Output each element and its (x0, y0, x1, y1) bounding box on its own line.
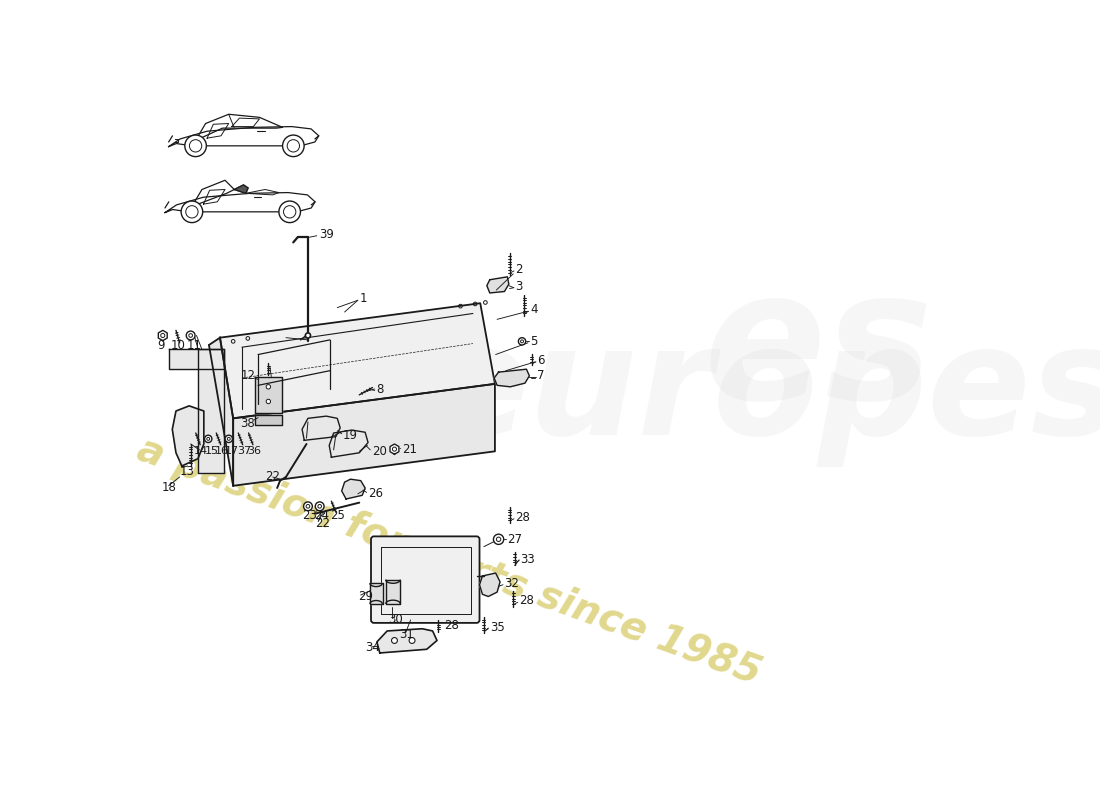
Circle shape (304, 502, 312, 510)
Text: 36: 36 (248, 446, 261, 455)
Text: 1: 1 (360, 292, 366, 306)
Circle shape (185, 135, 207, 157)
Text: 33: 33 (520, 553, 536, 566)
Polygon shape (168, 126, 319, 146)
Polygon shape (386, 580, 400, 604)
Circle shape (306, 333, 310, 338)
Polygon shape (302, 416, 340, 440)
Text: 3: 3 (516, 280, 522, 293)
Polygon shape (165, 193, 315, 213)
Text: a passion for parts since 1985: a passion for parts since 1985 (132, 430, 767, 692)
Polygon shape (494, 370, 529, 387)
Text: 6: 6 (538, 354, 544, 367)
Polygon shape (371, 583, 383, 604)
Text: 35: 35 (490, 621, 505, 634)
Polygon shape (198, 349, 223, 474)
Text: 14: 14 (195, 446, 208, 455)
Polygon shape (191, 180, 234, 206)
Text: 27: 27 (507, 533, 522, 546)
Text: 22: 22 (316, 517, 330, 530)
Polygon shape (233, 384, 495, 486)
Text: 37: 37 (236, 446, 251, 455)
Circle shape (266, 385, 271, 389)
Text: 22: 22 (265, 470, 280, 482)
Text: 25: 25 (330, 510, 344, 522)
Polygon shape (168, 349, 223, 370)
Text: 5: 5 (530, 335, 538, 348)
Polygon shape (255, 377, 283, 413)
Text: 28: 28 (444, 619, 459, 632)
Text: 13: 13 (179, 465, 195, 478)
Circle shape (186, 331, 195, 340)
Text: 29: 29 (358, 590, 373, 603)
Circle shape (266, 399, 271, 404)
Polygon shape (342, 479, 365, 499)
Circle shape (316, 502, 324, 510)
Text: 20: 20 (373, 445, 387, 458)
Text: 9: 9 (157, 339, 165, 352)
Polygon shape (480, 573, 501, 597)
Polygon shape (255, 414, 283, 425)
Text: 16: 16 (214, 446, 229, 455)
Text: 8: 8 (376, 383, 384, 396)
Text: 21: 21 (402, 442, 417, 456)
Text: 24: 24 (314, 510, 329, 522)
Text: 17: 17 (226, 446, 239, 455)
Text: 31: 31 (399, 628, 415, 641)
Text: 38: 38 (241, 417, 255, 430)
Text: europes: europes (426, 318, 1100, 467)
Text: 26: 26 (368, 487, 383, 500)
Circle shape (392, 638, 397, 643)
Text: 12: 12 (241, 370, 255, 382)
Text: 23: 23 (302, 510, 317, 522)
Polygon shape (158, 330, 167, 341)
FancyBboxPatch shape (371, 536, 480, 623)
Circle shape (226, 435, 232, 442)
Circle shape (409, 638, 415, 643)
Text: 15: 15 (205, 446, 219, 455)
Circle shape (205, 435, 212, 442)
Polygon shape (196, 114, 283, 141)
Text: 7: 7 (538, 369, 544, 382)
Circle shape (182, 201, 202, 222)
Polygon shape (209, 338, 233, 486)
Circle shape (494, 534, 504, 545)
Polygon shape (173, 406, 204, 466)
Text: 39: 39 (319, 228, 333, 241)
Text: 10: 10 (170, 339, 186, 352)
Text: 19: 19 (343, 429, 359, 442)
Circle shape (518, 338, 526, 345)
Text: es: es (704, 261, 934, 437)
Polygon shape (377, 629, 437, 653)
Polygon shape (390, 444, 399, 454)
Text: 28: 28 (519, 594, 534, 607)
Circle shape (283, 135, 304, 157)
Polygon shape (220, 303, 495, 418)
Text: 28: 28 (516, 511, 530, 524)
Text: 32: 32 (505, 577, 519, 590)
Text: 11: 11 (186, 339, 201, 352)
Circle shape (279, 201, 300, 222)
Text: 2: 2 (516, 263, 522, 276)
Polygon shape (487, 277, 509, 293)
Text: 34: 34 (365, 642, 380, 654)
Text: 4: 4 (530, 303, 538, 316)
Text: 18: 18 (162, 482, 176, 494)
Polygon shape (329, 430, 368, 457)
Polygon shape (234, 185, 249, 194)
Text: 30: 30 (388, 614, 404, 626)
